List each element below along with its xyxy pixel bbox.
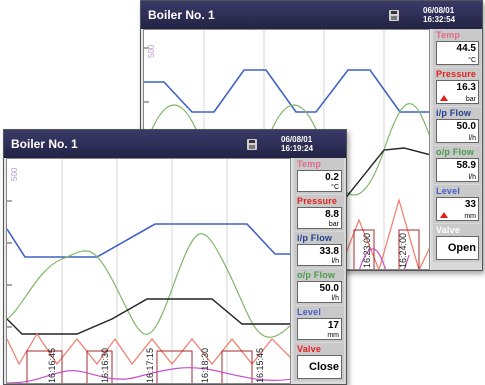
trace-valve	[26, 350, 253, 383]
channel-unit: °C	[331, 184, 339, 191]
time-axis-label: 16:23:00	[362, 232, 372, 268]
channel-label: Pressure	[436, 69, 477, 79]
channel-label: o/p Flow	[436, 147, 475, 157]
channel-unit: l/h	[331, 258, 339, 265]
time-label: 16:19:24	[281, 144, 314, 153]
channel-label: Level	[436, 186, 461, 196]
channel-label: Temp	[436, 30, 461, 40]
trace-temp	[7, 367, 290, 383]
floppy-disk-icon[interactable]	[389, 10, 399, 21]
scale-label: 500	[10, 167, 19, 181]
channel-ip-flow[interactable]: i/p Flow 50.0 l/h	[433, 107, 481, 145]
channel-unit: bar	[465, 96, 476, 103]
channel-unit: mm	[327, 332, 339, 339]
channel-label: Temp	[297, 159, 322, 169]
date-time-display: 06/08/01 16:19:24	[281, 135, 313, 153]
channel-unit: l/h	[331, 295, 339, 302]
trend-chart-svg	[7, 159, 290, 383]
value-box: 33 mm	[436, 197, 479, 221]
value-box: Close	[297, 355, 342, 379]
channel-label: i/p Flow	[297, 233, 333, 243]
time-axis-label: 16:16:30	[100, 347, 110, 383]
time-axis-label: 16:17:15	[145, 347, 155, 383]
value-box: 50.0 l/h	[297, 281, 342, 303]
scale-label: 500	[147, 44, 156, 58]
channel-value: 33	[464, 199, 476, 210]
alarm-up-arrow-icon	[440, 95, 448, 101]
channel-temp[interactable]: Temp 0.2 °C	[294, 158, 344, 194]
time-axis-label: 16:24:00	[398, 232, 408, 268]
channel-ip-flow[interactable]: i/p Flow 33.8 l/h	[294, 232, 344, 268]
channel-label: Valve	[297, 344, 322, 354]
time-axis-label: 16:18:30	[200, 347, 210, 383]
channel-label: i/p Flow	[436, 108, 472, 118]
channel-unit: l/h	[468, 174, 476, 181]
channel-value: 58.9	[456, 160, 476, 171]
channel-unit: l/h	[468, 135, 476, 142]
trace-op-flow	[7, 233, 290, 338]
channel-panel: Temp 0.2 °C Pressure 8.8 bar i/p Flow 33…	[292, 158, 346, 384]
trace-valve	[353, 229, 420, 269]
time-axis-label: 16:15:45	[255, 347, 265, 383]
trend-chart: 500 16:16:45 16:16:30 16:17:15 16:18:30 …	[6, 158, 291, 384]
value-box: Open	[436, 236, 479, 260]
date-label: 06/08/01	[281, 135, 313, 144]
value-box: 8.8 bar	[297, 207, 342, 229]
channel-value: 17	[327, 320, 339, 331]
channel-value: 50.0	[319, 283, 339, 294]
alarm-up-arrow-icon	[440, 212, 448, 218]
value-box: 44.5 °C	[436, 41, 479, 65]
value-box: 17 mm	[297, 318, 342, 340]
channel-level[interactable]: Level 17 mm	[294, 306, 344, 342]
channel-op-flow[interactable]: o/p Flow 50.0 l/h	[294, 269, 344, 305]
trace-temp	[359, 248, 410, 269]
channel-value: Close	[309, 361, 339, 373]
channel-value: 0.2	[325, 172, 339, 183]
value-box: 16.3 bar	[436, 80, 479, 104]
trace-ip-flow	[144, 69, 429, 113]
value-box: 58.9 l/h	[436, 158, 479, 182]
title-bar: Boiler No. 1 06/08/01 16:19:24	[4, 130, 346, 158]
channel-op-flow[interactable]: o/p Flow 58.9 l/h	[433, 146, 481, 184]
channel-value: 33.8	[319, 246, 339, 257]
channel-pressure[interactable]: Pressure 8.8 bar	[294, 195, 344, 231]
channel-unit: bar	[328, 221, 339, 228]
channel-label: Level	[297, 307, 322, 317]
channel-unit: °C	[468, 57, 476, 64]
date-time-display: 06/08/01 16:32:54	[423, 6, 455, 24]
channel-value: 50.0	[456, 121, 476, 132]
channel-value: 44.5	[456, 43, 476, 54]
trace-level	[7, 298, 290, 335]
channel-label: o/p Flow	[297, 270, 336, 280]
channel-value: 16.3	[456, 82, 476, 93]
channel-pressure[interactable]: Pressure 16.3 bar	[433, 68, 481, 106]
channel-label: Valve	[436, 225, 461, 235]
channel-level[interactable]: Level 33 mm	[433, 185, 481, 223]
channel-unit: mm	[464, 213, 476, 220]
value-box: 33.8 l/h	[297, 244, 342, 266]
title-bar: Boiler No. 1 06/08/01 16:32:54	[141, 1, 482, 29]
window-title: Boiler No. 1	[148, 8, 215, 22]
channel-value: 8.8	[325, 209, 339, 220]
date-label: 06/08/01	[423, 6, 455, 15]
value-box: 0.2 °C	[297, 170, 342, 192]
window-title: Boiler No. 1	[11, 137, 78, 151]
channel-valve[interactable]: Valve Close	[294, 343, 344, 381]
channel-value: Open	[447, 242, 476, 254]
channel-panel: Temp 44.5 °C Pressure 16.3 bar i/p Flow …	[431, 29, 482, 270]
trace-ip-flow	[7, 223, 290, 258]
value-box: 50.0 l/h	[436, 119, 479, 143]
channel-label: Pressure	[297, 196, 338, 206]
recorder-window-front: Boiler No. 1 06/08/01 16:19:24	[3, 129, 347, 385]
time-axis-label: 16:16:45	[47, 347, 57, 383]
channel-valve[interactable]: Valve Open	[433, 224, 481, 262]
time-label: 16:32:54	[423, 15, 456, 24]
floppy-disk-icon[interactable]	[247, 139, 257, 150]
channel-temp[interactable]: Temp 44.5 °C	[433, 29, 481, 67]
